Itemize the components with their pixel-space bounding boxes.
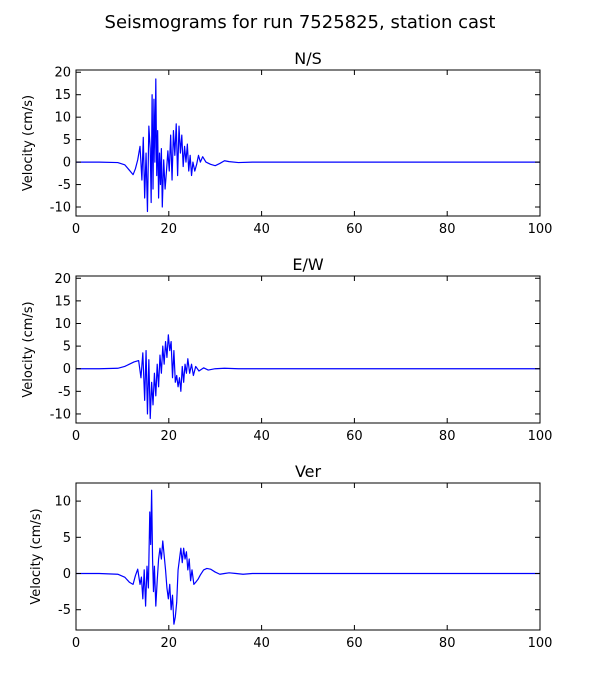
y-tick-label: 10 [54, 111, 71, 126]
y-tick-label: 10 [54, 317, 71, 332]
x-tick-label: 100 [528, 222, 553, 237]
x-tick-label: 20 [161, 429, 178, 444]
x-tick-label: 40 [253, 429, 270, 444]
y-tick-label: 15 [54, 88, 71, 103]
panel-3: Ver 0 20 40 60 80 100 -5 0 5 10 Velocity (cm/s) [29, 462, 552, 651]
x-tick-label: 60 [346, 636, 363, 651]
y-tick-label: 0 [63, 567, 71, 582]
panel-title: Ver [295, 462, 322, 481]
y-tick-label: 20 [54, 66, 71, 81]
figure-title: Seismograms for run 7525825, station cas… [105, 12, 496, 33]
x-tick-label: 20 [161, 222, 178, 237]
y-tick-label: 0 [63, 156, 71, 171]
x-tick-label: 80 [439, 429, 456, 444]
y-tick-label: -10 [50, 201, 71, 216]
y-tick-label: -5 [58, 603, 71, 618]
y-tick-label: 5 [63, 133, 71, 148]
plot-frame [75, 482, 541, 631]
seismogram-trace [76, 334, 540, 420]
x-tick-label: 0 [72, 636, 80, 651]
plot-frame [75, 69, 541, 217]
x-tick-label: 40 [253, 636, 270, 651]
x-tick-label: 100 [528, 429, 553, 444]
y-axis-label: Velocity (cm/s) [21, 301, 36, 397]
panel-1: N/S 0 20 40 60 80 100 -10 -5 0 5 10 15 20 Velocity (cm… [21, 49, 552, 237]
x-tick-label: 20 [161, 636, 178, 651]
y-tick-label: 5 [63, 340, 71, 355]
panel-2: E/W 0 20 40 60 80 100 -10 -5 0 5 10 15 20 Velocity (cm… [21, 255, 552, 444]
x-tick-label: 80 [439, 636, 456, 651]
seismogram-trace [76, 78, 540, 213]
y-tick-label: 20 [54, 272, 71, 287]
x-tick-label: 100 [528, 636, 553, 651]
x-tick-label: 0 [72, 429, 80, 444]
panel-title: E/W [292, 255, 324, 274]
x-tick-label: 60 [346, 222, 363, 237]
y-axis-label: Velocity (cm/s) [29, 508, 44, 604]
y-axis-label: Velocity (cm/s) [21, 95, 36, 191]
panel-title: N/S [294, 49, 322, 68]
y-tick-label: 5 [63, 531, 71, 546]
y-tick-label: -5 [58, 385, 71, 400]
x-tick-label: 60 [346, 429, 363, 444]
y-tick-label: -10 [50, 407, 71, 422]
x-tick-label: 80 [439, 222, 456, 237]
plot-frame [75, 275, 541, 424]
y-tick-label: 15 [54, 294, 71, 309]
x-tick-label: 40 [253, 222, 270, 237]
y-tick-label: 10 [54, 495, 71, 510]
seismogram-trace [76, 489, 540, 625]
y-tick-label: 0 [63, 362, 71, 377]
y-tick-label: -5 [58, 178, 71, 193]
x-tick-label: 0 [72, 222, 80, 237]
